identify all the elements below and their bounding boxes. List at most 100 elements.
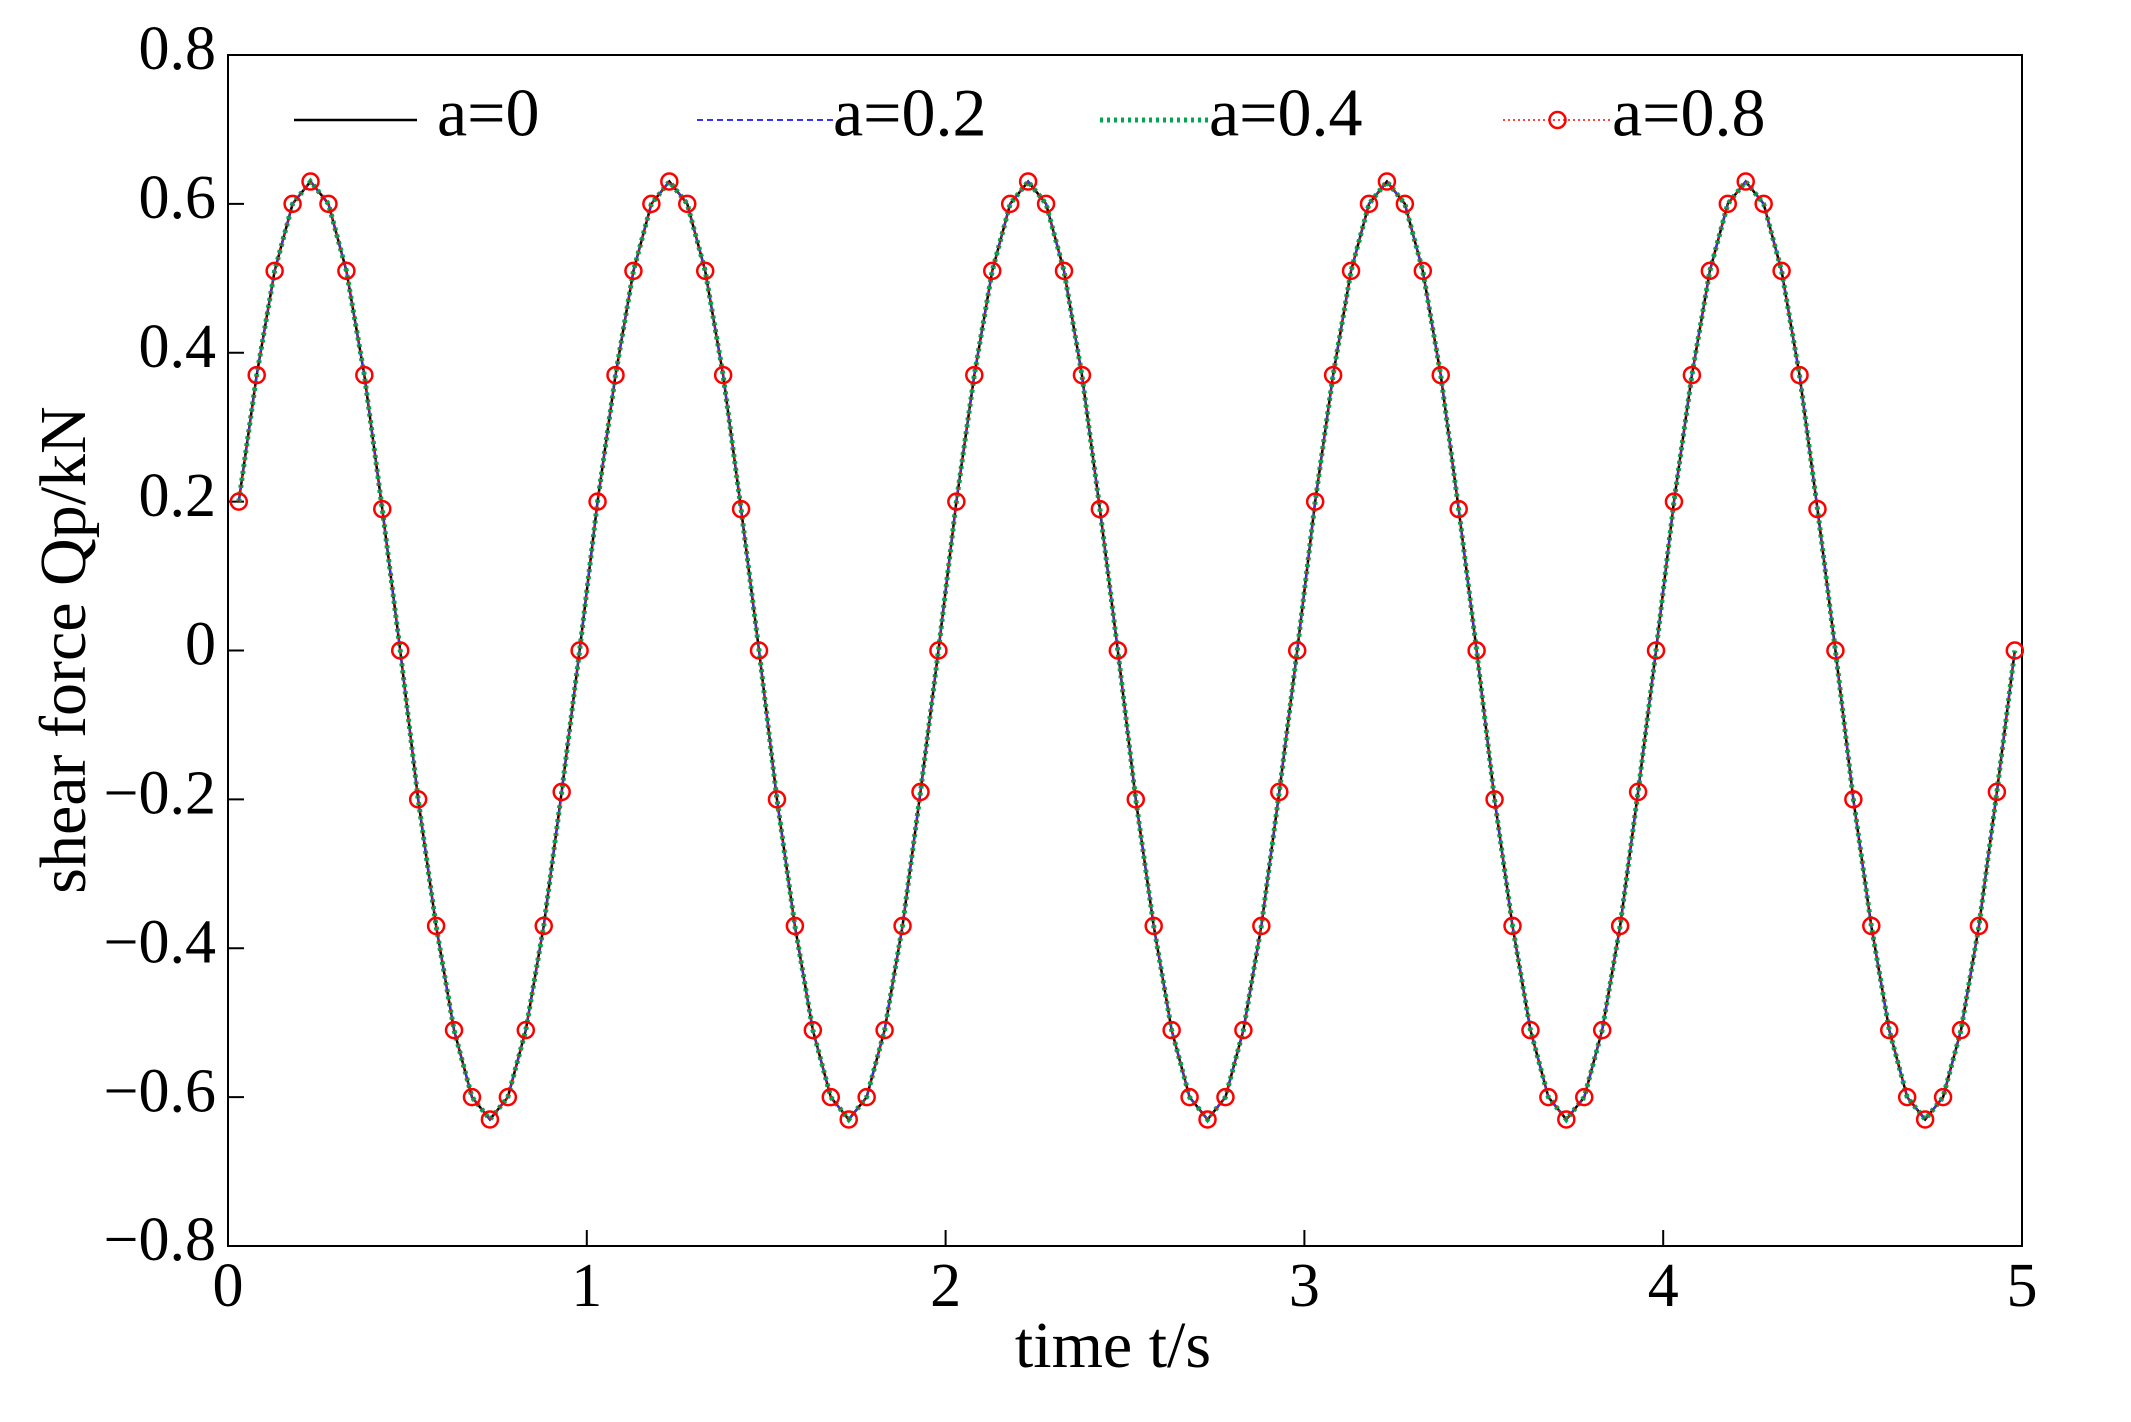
data-point — [337, 261, 356, 281]
data-point — [534, 916, 553, 936]
data-point — [1503, 916, 1522, 936]
y-tick-label: 0.2 — [139, 462, 217, 530]
data-point — [695, 261, 715, 281]
data-point — [1826, 641, 1845, 660]
data-point — [1700, 261, 1720, 281]
data-point — [1592, 1020, 1612, 1040]
data-point — [1951, 1020, 1971, 1040]
data-point — [265, 261, 284, 281]
data-point — [1072, 365, 1092, 385]
data-point — [606, 365, 625, 385]
data-point — [480, 1110, 500, 1129]
y-tick-label: −0.6 — [104, 1057, 216, 1125]
data-point — [1036, 194, 1056, 214]
data-point — [767, 790, 787, 809]
data-point — [390, 641, 410, 660]
data-point — [516, 1020, 536, 1040]
data-point — [1431, 365, 1450, 385]
data-point — [1467, 641, 1486, 660]
legend-marker — [1548, 110, 1567, 130]
data-point — [1646, 641, 1666, 660]
data-point — [1252, 916, 1271, 936]
data-point — [355, 365, 374, 385]
data-point — [1216, 1087, 1235, 1107]
data-point — [911, 782, 930, 802]
data-point — [498, 1087, 518, 1107]
x-tick-label: 1 — [571, 1252, 602, 1320]
data-point — [1915, 1110, 1935, 1129]
data-point — [1790, 365, 1809, 385]
data-point — [1180, 1087, 1199, 1107]
data-point — [1377, 172, 1397, 191]
data-point — [1844, 790, 1863, 809]
x-tick-label: 4 — [1648, 1252, 1679, 1320]
data-point — [642, 194, 661, 214]
data-point — [713, 365, 733, 385]
y-tick-label: −0.4 — [104, 908, 216, 976]
data-point — [1933, 1087, 1953, 1107]
data-point — [1987, 782, 2007, 802]
data-point — [1144, 916, 1163, 936]
data-point — [1287, 641, 1307, 660]
x-tick-label: 5 — [2007, 1252, 2038, 1320]
data-point — [1449, 499, 1468, 519]
data-point — [660, 172, 679, 191]
data-point — [426, 916, 446, 936]
data-point — [1969, 916, 1989, 936]
data-point — [247, 365, 266, 385]
data-point — [965, 365, 984, 385]
data-point — [1198, 1110, 1217, 1129]
y-axis-label: shear force Qp/kN — [27, 406, 100, 893]
data-point — [1575, 1087, 1594, 1107]
data-point — [1879, 1020, 1899, 1040]
data-point — [749, 641, 769, 660]
data-point — [1018, 172, 1038, 191]
data-point — [1772, 261, 1791, 281]
data-point — [1521, 1020, 1540, 1040]
data-point — [1808, 499, 1827, 519]
data-point — [408, 790, 428, 809]
data-point — [462, 1087, 482, 1107]
data-point — [1234, 1020, 1253, 1040]
data-point — [821, 1087, 841, 1107]
data-point — [229, 492, 249, 511]
data-point — [803, 1020, 823, 1040]
data-point — [301, 172, 320, 191]
data-point — [1539, 1087, 1558, 1107]
series-line — [238, 180, 2016, 1121]
data-point — [570, 641, 589, 660]
data-point — [1862, 916, 1881, 936]
data-point — [929, 641, 948, 660]
legend-label: a=0 — [437, 75, 540, 151]
data-point — [1628, 782, 1648, 802]
x-axis-label: time t/s — [1015, 1309, 1211, 1382]
data-point — [588, 492, 607, 511]
data-point — [1413, 261, 1433, 281]
data-point — [1485, 790, 1504, 809]
legend-label: a=0.2 — [833, 75, 987, 151]
data-point — [1557, 1110, 1576, 1129]
data-point — [1323, 365, 1343, 385]
data-point — [893, 916, 912, 936]
data-point — [731, 499, 751, 519]
data-point — [1305, 492, 1325, 511]
data-point — [1090, 499, 1110, 519]
y-tick-label: 0.6 — [139, 164, 217, 232]
data-point — [1754, 194, 1773, 214]
data-point — [1610, 916, 1630, 936]
data-point — [982, 261, 1002, 281]
data-point — [1162, 1020, 1181, 1040]
y-tick-label: 0.8 — [139, 15, 217, 83]
data-point — [1682, 365, 1702, 385]
data-point — [552, 782, 571, 802]
legend-label: a=0.4 — [1209, 75, 1363, 151]
y-tick-label: 0.4 — [139, 313, 217, 381]
data-point — [1126, 790, 1146, 809]
data-point — [2005, 641, 2025, 660]
x-tick-label: 3 — [1289, 1252, 1320, 1320]
data-point — [444, 1020, 464, 1040]
data-point — [624, 261, 643, 281]
y-tick-label: −0.8 — [104, 1206, 216, 1274]
data-point — [785, 916, 805, 936]
